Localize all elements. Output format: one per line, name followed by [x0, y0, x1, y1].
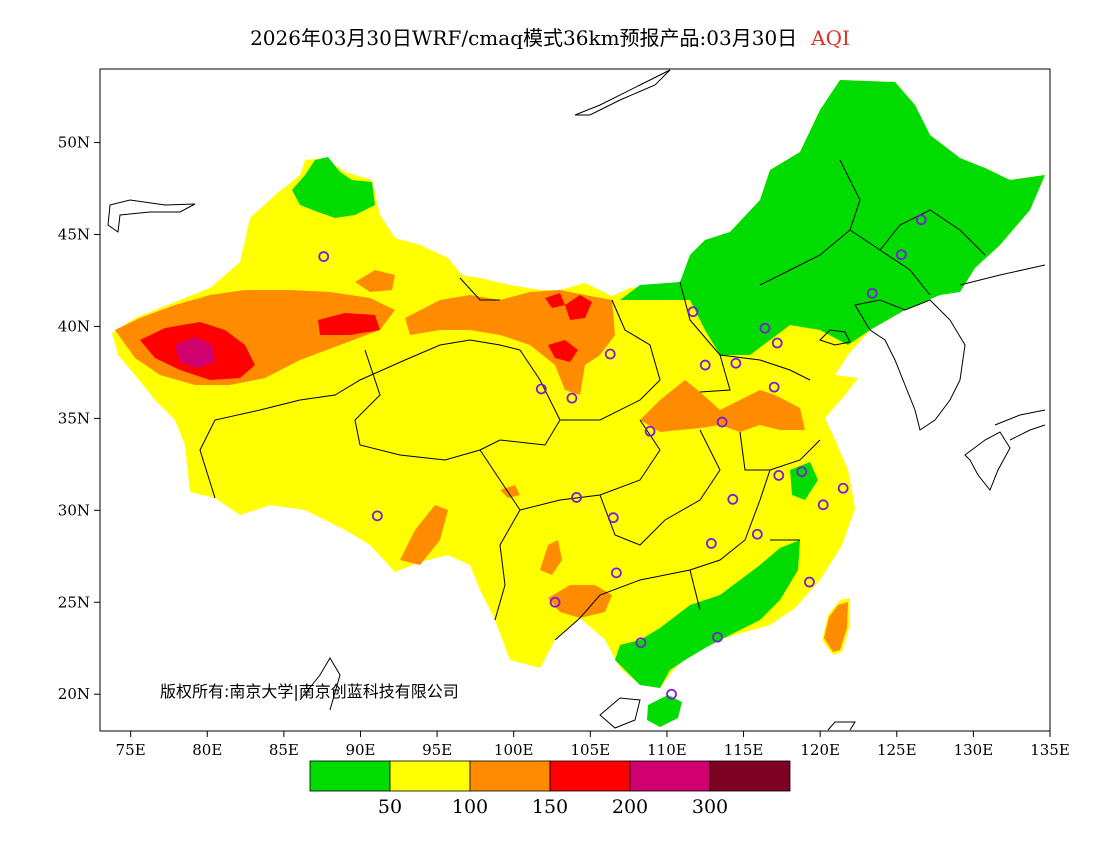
station-marker: [804, 576, 815, 588]
station-marker: [727, 493, 739, 505]
station-marker: [759, 322, 771, 334]
x-tick-label: 80E: [192, 741, 222, 759]
copyright-text: 版权所有:南京大学|南京创蓝科技有限公司: [160, 682, 459, 701]
x-tick-label: 135E: [1030, 741, 1070, 759]
y-tick-label: 20N: [58, 685, 90, 703]
gansu-orange-zone: [355, 270, 395, 292]
tarim-purple-zone: [175, 337, 215, 368]
station-marker: [635, 637, 647, 649]
y-tick-label: 45N: [58, 226, 90, 244]
hexi-orange-zone: [405, 290, 615, 395]
station-marker: [610, 567, 622, 579]
alxa-red-zone: [565, 295, 592, 320]
station-marker: [535, 383, 547, 395]
station-marker: [771, 337, 783, 349]
province-boundaries: [199, 159, 986, 641]
x-tick-label: 95E: [422, 741, 452, 759]
legend-label: 100: [452, 796, 488, 818]
y-tick-label: 30N: [58, 501, 90, 519]
legend-label: 50: [378, 796, 402, 818]
x-tick-label: 85E: [269, 741, 299, 759]
station-marker: [730, 357, 742, 369]
station-marker: [768, 381, 780, 393]
gansu-red-zone: [545, 293, 565, 308]
legend-label: 150: [532, 796, 568, 818]
legend-swatch: [389, 760, 471, 792]
station-marker: [716, 416, 728, 428]
taiwan-orange-patch: [824, 602, 848, 652]
legend-swatch: [629, 760, 711, 792]
y-tick-label: 50N: [58, 134, 90, 152]
y-tick-label: 25N: [58, 593, 90, 611]
y-tick-label: 35N: [58, 409, 90, 427]
x-tick-label: 100E: [494, 741, 534, 759]
north-china-orange-zone: [640, 380, 805, 432]
station-marker: [666, 688, 677, 700]
northeast-green-zone: [620, 80, 1045, 355]
axis-ticks: 75E 80E 85E 90E 95E 100E 105E 110E 115E 120E 125E 1…: [58, 134, 1070, 759]
station-marker: [566, 392, 578, 404]
station-marker: [604, 348, 616, 360]
x-tick-label: 75E: [116, 741, 146, 759]
x-tick-label: 90E: [345, 741, 375, 759]
station-marker: [607, 512, 619, 524]
y-tick-label: 40N: [58, 317, 90, 335]
plot-frame: [99, 68, 1051, 732]
station-marker: [644, 425, 656, 437]
lopnur-red-zone: [318, 313, 380, 335]
xinjiang-green-zone: [292, 157, 375, 218]
south-green-zone: [615, 540, 800, 688]
title-text: 2026年03月30日WRF/cmaq模式36km预报产品:03月30日: [250, 26, 798, 50]
station-marker: [549, 596, 561, 608]
map-title: 2026年03月30日WRF/cmaq模式36km预报产品:03月30日 AQI: [0, 22, 1100, 51]
x-tick-label: 115E: [724, 741, 764, 759]
map-plot-area: [107, 69, 1046, 731]
aqi-legend: 50 100 150 200 300: [309, 760, 791, 818]
station-marker: [796, 466, 808, 478]
station-marker: [773, 469, 785, 481]
station-marker: [837, 482, 849, 494]
station-marker: [866, 287, 878, 299]
station-marker: [915, 214, 927, 226]
station-marker: [705, 538, 717, 549]
station-marker: [699, 359, 711, 371]
coastlines: [107, 69, 1046, 731]
legend-swatch: [469, 760, 551, 792]
station-marker: [687, 306, 699, 318]
hainan-island: [647, 695, 682, 727]
legend-swatch: [709, 760, 791, 792]
legend-label: 200: [612, 796, 648, 818]
x-tick-label: 110E: [647, 741, 687, 759]
ningxia-red-zone: [548, 340, 578, 362]
monitoring-stations: [318, 214, 927, 700]
station-marker: [571, 492, 582, 503]
center-orange-zone: [500, 485, 520, 498]
station-marker: [371, 510, 383, 522]
x-tick-label: 130E: [954, 741, 994, 759]
station-marker: [751, 528, 763, 540]
x-tick-label: 105E: [571, 741, 611, 759]
legend-swatch: [549, 760, 631, 792]
x-tick-label: 125E: [877, 741, 917, 759]
legend-label: 300: [692, 796, 728, 818]
station-marker: [817, 499, 829, 511]
station-marker: [895, 249, 907, 261]
yunnan-orange-zone: [548, 585, 612, 618]
tibet-orange-zone: [400, 505, 448, 565]
product-label: AQI: [811, 26, 850, 50]
station-marker: [712, 631, 723, 643]
sichuan-orange-zone: [540, 540, 562, 575]
station-marker: [318, 251, 330, 262]
legend-swatch: [309, 760, 391, 792]
x-tick-label: 120E: [800, 741, 840, 759]
